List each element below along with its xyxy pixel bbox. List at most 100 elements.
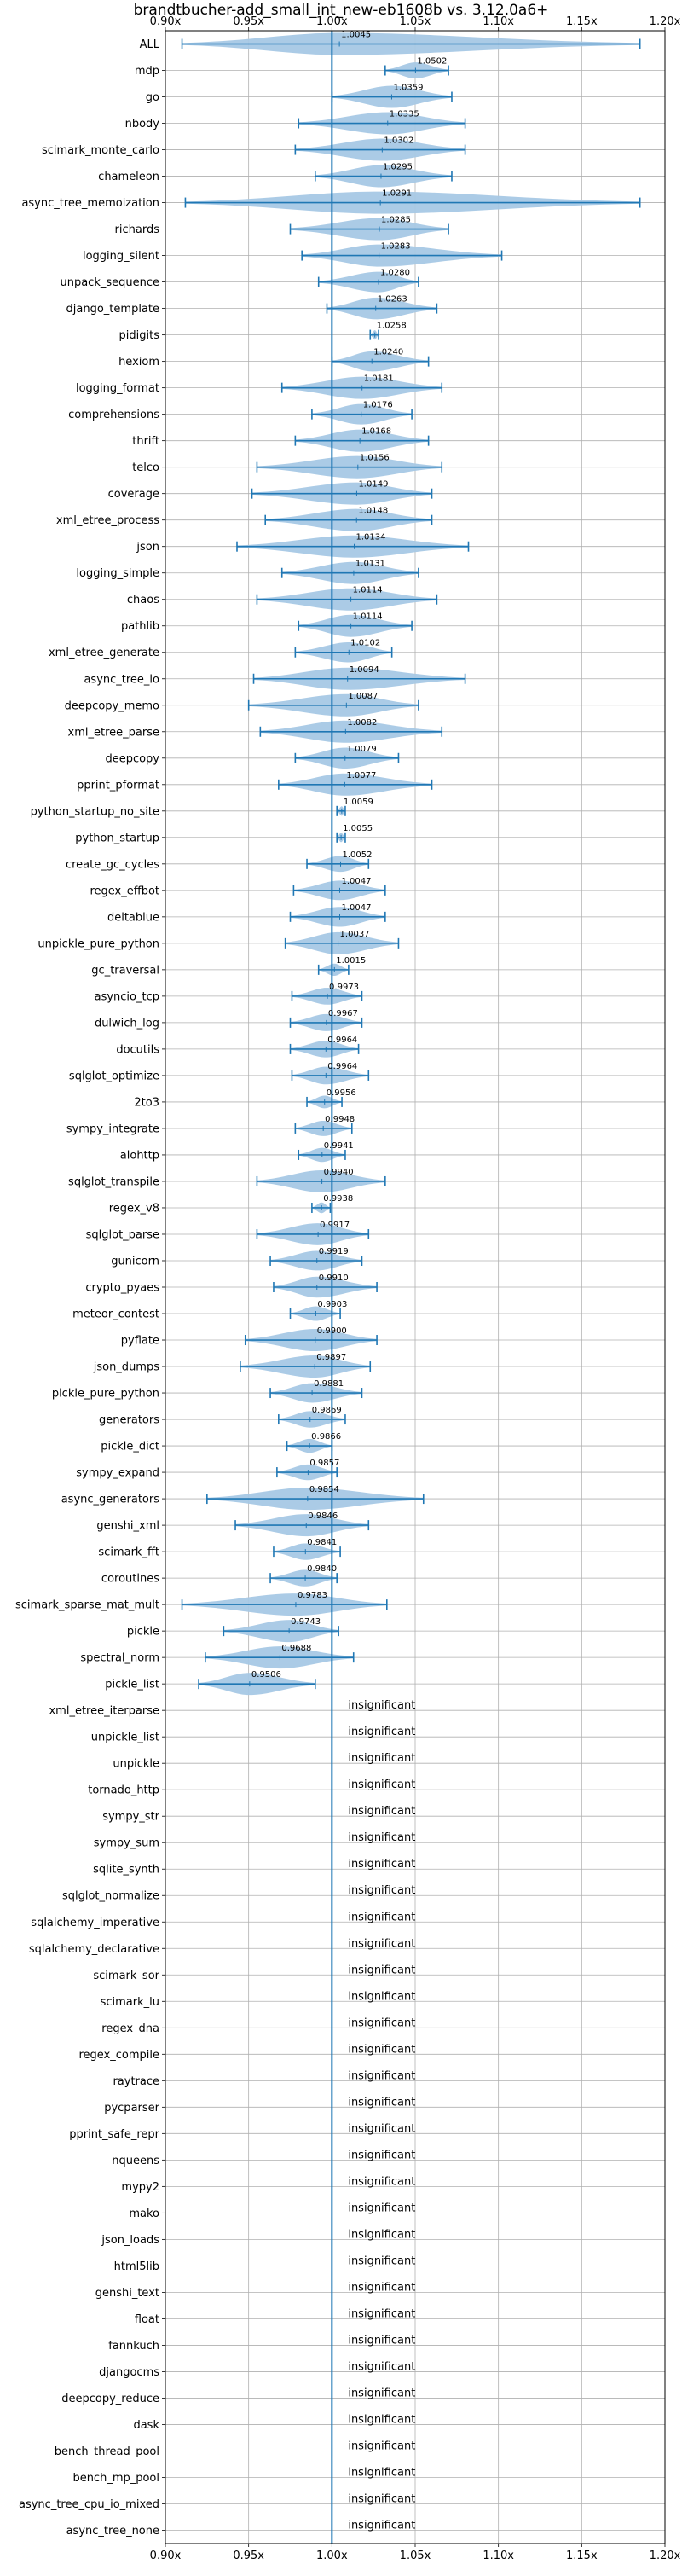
y-tick-label: pprint_safe_repr	[69, 2128, 159, 2141]
value-label: 0.9940	[324, 1168, 354, 1177]
y-tick-label: fannkuch	[108, 2340, 159, 2353]
value-label: 0.9948	[325, 1115, 355, 1124]
y-tick-label: chameleon	[98, 171, 159, 183]
value-label: 1.0047	[342, 877, 372, 886]
x-tick-label-bottom: 1.05x	[400, 2550, 431, 2562]
value-label: 1.0156	[360, 454, 390, 463]
value-label: 1.0149	[358, 480, 388, 490]
y-tick-label: gunicorn	[111, 1255, 159, 1268]
insignificant-label: insignificant	[348, 1858, 415, 1871]
insignificant-label: insignificant	[348, 1884, 415, 1897]
value-label: 1.0131	[355, 560, 385, 569]
insignificant-label: insignificant	[348, 1778, 415, 1791]
y-tick-label: thrift	[132, 435, 159, 448]
value-label: 0.9857	[309, 1459, 339, 1468]
y-tick-label: logging_format	[76, 382, 159, 395]
value-label: 1.0502	[417, 57, 447, 67]
value-label: 0.9506	[251, 1670, 281, 1680]
insignificant-label: insignificant	[348, 1911, 415, 1923]
y-tick-label: genshi_text	[95, 2287, 159, 2300]
x-tick-label-top: 1.00x	[316, 15, 348, 28]
y-tick-label: unpack_sequence	[60, 276, 159, 289]
insignificant-label: insignificant	[348, 2387, 415, 2399]
value-label: 0.9956	[327, 1088, 356, 1098]
insignificant-label: insignificant	[348, 2202, 415, 2214]
insignificant-label: insignificant	[348, 1831, 415, 1844]
y-tick-label: ALL	[140, 38, 160, 51]
y-tick-label: meteor_contest	[72, 1308, 159, 1321]
y-tick-label: pickle	[127, 1626, 159, 1639]
value-label: 0.9846	[308, 1511, 338, 1521]
y-tick-label: crypto_pyaes	[85, 1282, 159, 1295]
x-tick-label-bottom: 1.00x	[316, 2550, 348, 2562]
marks-layer	[181, 31, 641, 2544]
value-label: 1.0094	[350, 665, 379, 675]
value-label: 0.9941	[324, 1141, 354, 1151]
y-tick-label: unpickle_pure_python	[38, 937, 159, 950]
insignificant-label: insignificant	[348, 2281, 415, 2294]
y-tick-label: aiohttp	[120, 1149, 159, 1162]
value-label: 0.9973	[329, 983, 359, 992]
y-tick-label: python_startup_no_site	[31, 805, 159, 818]
value-label: 1.0082	[347, 718, 377, 728]
value-label: 1.0168	[361, 427, 391, 437]
y-tick-label: djangocms	[99, 2366, 159, 2379]
value-label: 0.9917	[320, 1221, 350, 1230]
insignificant-label: insignificant	[348, 1937, 415, 1950]
y-tick-label: deepcopy	[105, 752, 159, 765]
y-tick-label: json	[136, 541, 159, 554]
insignificant-label: insignificant	[348, 2492, 415, 2505]
value-label: 1.0291	[382, 189, 412, 199]
value-label: 0.9903	[317, 1300, 347, 1309]
value-label: 1.0134	[356, 533, 386, 542]
value-label: 1.0045	[341, 31, 371, 40]
value-label: 0.9743	[291, 1617, 321, 1627]
insignificant-label: insignificant	[348, 2069, 415, 2082]
insignificant-label: insignificant	[348, 2043, 415, 2056]
label-layer: 0.90x 0.90x 0.95x 0.95x 1.00x 1.00x 1.05x 1.05x…	[15, 15, 681, 2562]
insignificant-label: insignificant	[348, 2519, 415, 2532]
value-label: 1.0258	[377, 322, 407, 331]
value-label: 0.9854	[309, 1485, 339, 1494]
value-label: 1.0079	[347, 745, 377, 754]
insignificant-label: insignificant	[348, 1752, 415, 1765]
value-label: 0.9919	[319, 1247, 349, 1256]
y-tick-label: scimark_lu	[101, 1996, 159, 2009]
value-label: 1.0015	[336, 956, 366, 966]
insignificant-label: insignificant	[348, 1964, 415, 1976]
y-tick-label: chaos	[127, 594, 159, 606]
y-tick-label: dulwich_log	[95, 1017, 159, 1030]
y-tick-label: create_gc_cycles	[66, 858, 159, 871]
y-tick-label: async_tree_io	[84, 673, 159, 686]
value-label: 1.0114	[353, 586, 383, 595]
value-label: 0.9900	[317, 1326, 347, 1336]
x-tick-label-bottom: 0.90x	[150, 2550, 182, 2562]
y-tick-label: nqueens	[112, 2155, 159, 2167]
value-label: 1.0285	[381, 216, 411, 225]
y-tick-label: sqlite_synth	[93, 1864, 159, 1877]
insignificant-label: insignificant	[348, 2307, 415, 2320]
insignificant-label: insignificant	[348, 1726, 415, 1738]
y-tick-label: dask	[133, 2419, 159, 2432]
value-label: 1.0052	[342, 850, 372, 860]
value-label: 1.0059	[344, 798, 373, 807]
value-label: 0.9964	[327, 1062, 357, 1071]
value-label: 1.0359	[393, 84, 423, 93]
plot-frame	[165, 30, 666, 2544]
y-tick-label: richards	[115, 223, 160, 236]
y-tick-label: mdp	[135, 65, 159, 78]
value-label: 1.0263	[378, 295, 407, 305]
insignificant-label: insignificant	[348, 2016, 415, 2029]
x-tick-label-top: 1.15x	[566, 15, 598, 28]
y-tick-label: async_tree_cpu_io_mixed	[19, 2498, 159, 2511]
value-label: 0.9964	[327, 1036, 357, 1045]
y-tick-label: pprint_pformat	[77, 779, 159, 792]
value-label: 0.9897	[316, 1353, 346, 1362]
value-label: 0.9688	[281, 1644, 311, 1653]
value-label: 0.9938	[323, 1194, 353, 1204]
y-tick-label: scimark_sor	[93, 1970, 159, 1982]
insignificant-label: insignificant	[348, 2122, 415, 2135]
value-label: 1.0114	[353, 612, 383, 622]
y-tick-label: deepcopy_memo	[65, 699, 159, 712]
